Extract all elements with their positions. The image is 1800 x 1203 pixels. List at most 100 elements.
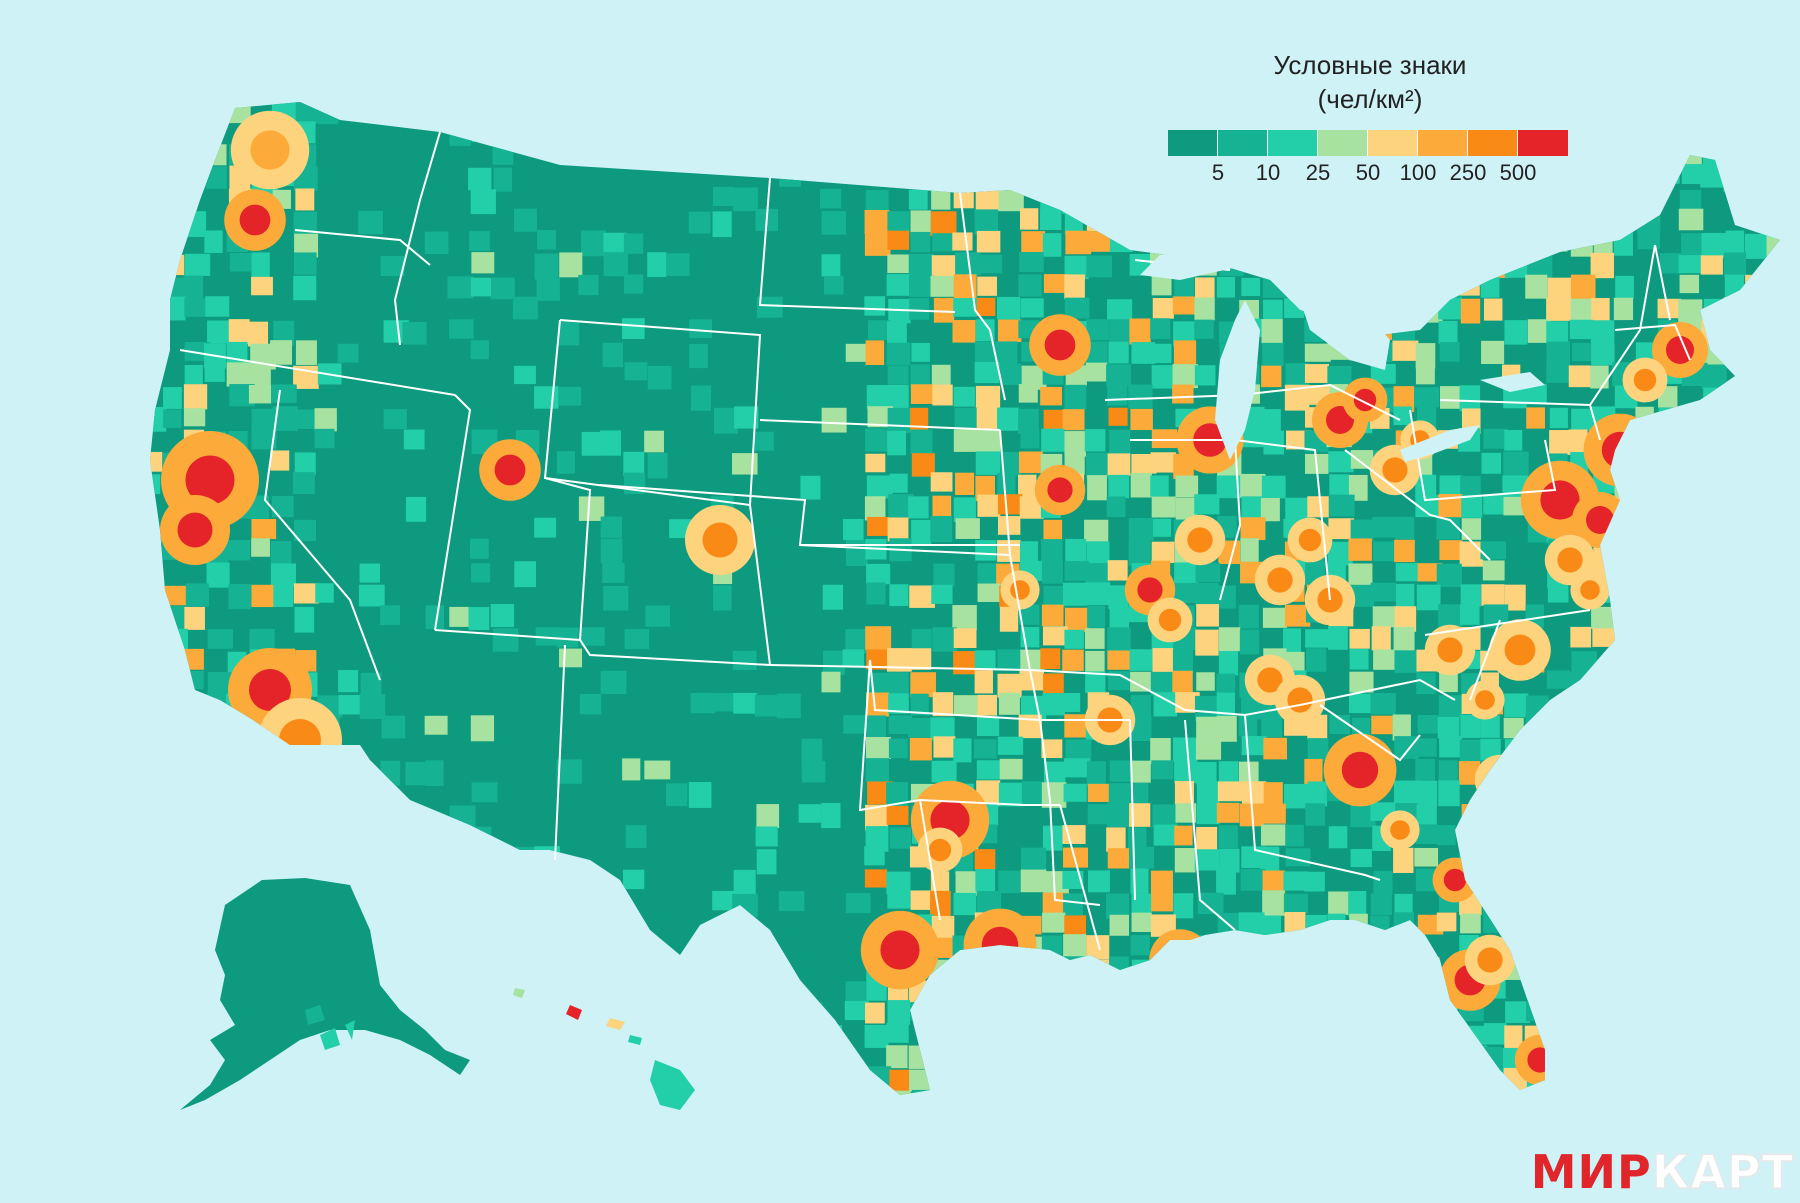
county-cell [998,123,1019,149]
county-cell [1460,714,1481,738]
county-cell [821,671,841,693]
county-cell [911,142,931,163]
alaska [180,878,470,1110]
county-cell [1725,473,1751,496]
county-cell [1461,804,1488,824]
brand-part2: КАРТ [1651,1144,1794,1200]
county-cell [1679,123,1705,148]
county-cell [1769,123,1780,144]
county-cell [1216,1022,1237,1041]
county-cell [227,759,251,786]
county-cell [1416,584,1441,611]
county-cell [644,430,664,453]
county-cell [184,297,210,317]
county-cell [843,715,867,734]
county-cell [182,716,203,736]
county-cell [1109,1047,1131,1067]
county-cell [1372,981,1397,1004]
metro-core [185,455,235,505]
county-cell [1373,649,1399,670]
county-cell [1064,915,1087,936]
county-cell [600,1090,621,1095]
county-cell [776,1046,801,1069]
county-cell [1547,782,1573,804]
county-cell [1546,297,1572,321]
county-cell [1547,277,1574,300]
county-cell [1196,672,1215,691]
county-cell [338,695,361,715]
county-cell [1615,275,1634,299]
county-cell [1525,714,1545,738]
county-cell [1591,959,1611,979]
county-cell [1086,761,1106,787]
county-cell [150,759,163,784]
county-cell [1304,364,1329,383]
county-cell [1086,255,1112,278]
county-cell [184,979,207,998]
county-cell [1656,475,1677,495]
county-cell [1349,671,1374,693]
county-cell [1437,233,1461,259]
county-cell [688,1044,707,1066]
county-cell [314,408,337,432]
county-cell [1767,1069,1780,1091]
county-cell [932,384,953,406]
county-cell [1615,802,1635,824]
county-cell [295,188,315,211]
county-cell [887,890,914,909]
county-cell [1679,189,1702,211]
county-cell [1415,957,1440,978]
county-cell [1216,276,1235,298]
county-cell [622,869,645,890]
county-cell [1350,450,1374,469]
county-cell [1569,780,1591,806]
metro-core [177,512,213,548]
county-cell [1086,341,1108,365]
county-cell [1656,1088,1678,1095]
county-cell [865,102,890,125]
county-cell [1370,893,1392,916]
county-cell [1240,517,1266,541]
county-cell [1460,475,1481,501]
county-cell [1128,120,1155,147]
county-cell [1439,540,1463,560]
county-cell [227,849,254,872]
county-cell [1571,123,1590,150]
county-cell [647,452,668,479]
county-cell [977,563,1002,584]
county-cell [1018,474,1037,501]
county-cell [150,584,164,605]
county-cell [823,650,845,676]
county-cell [932,692,954,717]
county-cell [1328,518,1355,540]
county-cell [1637,868,1661,892]
county-cell [1438,494,1463,518]
county-cell [1085,362,1108,382]
county-cell [1131,342,1156,364]
county-cell [1042,144,1065,163]
county-cell [1262,956,1289,979]
county-cell [1527,761,1553,785]
county-cell [1350,1068,1373,1095]
metro-core [1475,690,1495,710]
county-cell [226,362,252,387]
county-cell [888,693,909,714]
county-cell [1634,714,1659,737]
county-cell [867,320,891,340]
county-cell [930,102,951,123]
county-cell [1636,978,1660,1004]
metro-core [1557,547,1583,573]
county-cell [1744,297,1769,318]
county-cell [1064,297,1090,319]
county-cell [1064,607,1089,632]
county-cell [1747,167,1767,188]
county-cell [845,981,867,1005]
county-cell [1043,274,1070,293]
county-cell [975,187,1001,211]
county-cell [1482,893,1503,917]
county-cell [669,980,688,1006]
county-cell [1437,1089,1457,1095]
county-cell [932,233,954,252]
county-cell [1724,430,1750,456]
county-cell [251,276,273,296]
